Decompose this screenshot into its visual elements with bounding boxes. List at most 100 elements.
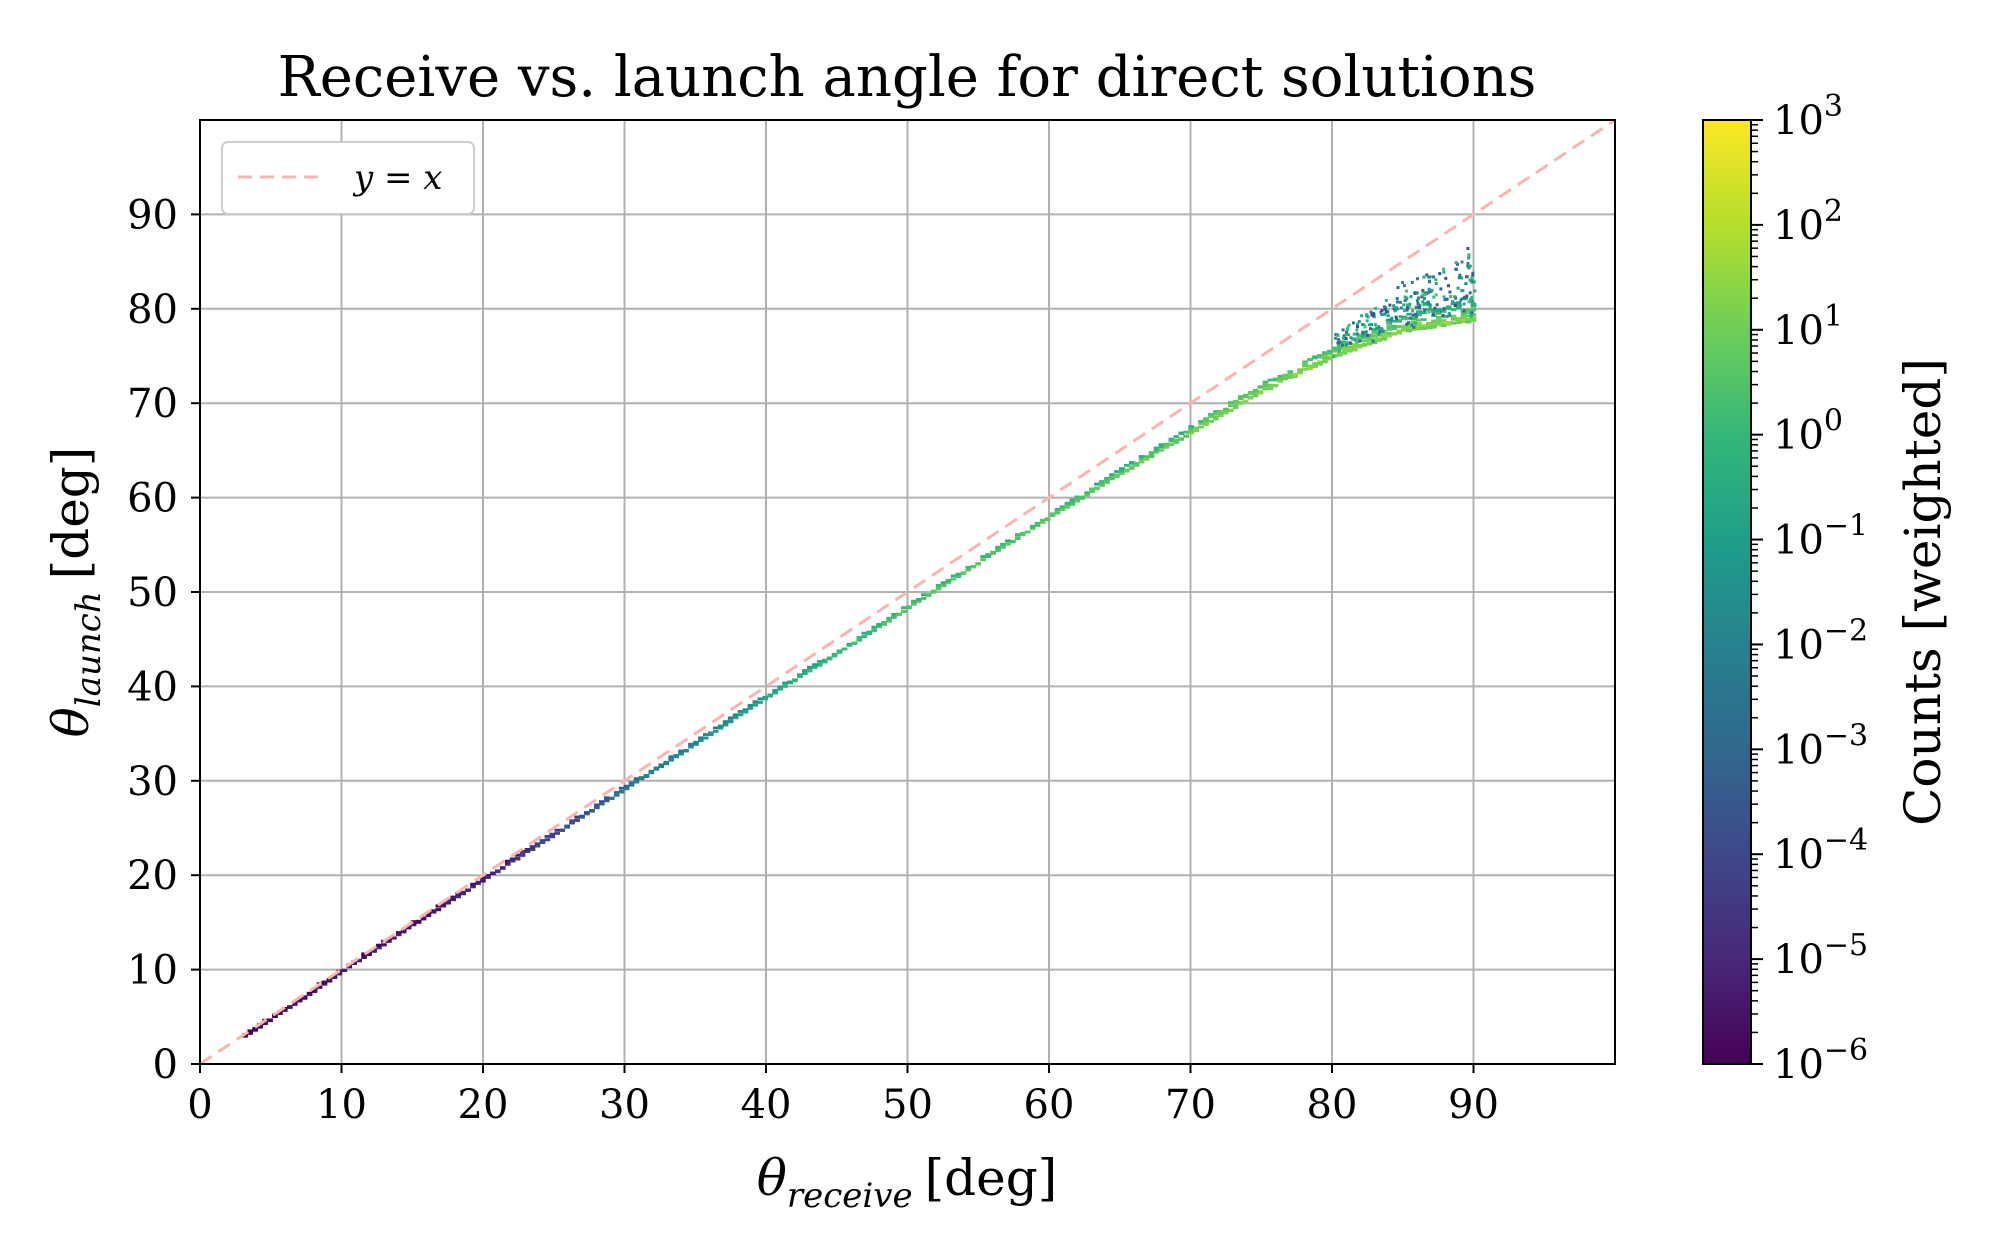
heatmap-cell [1362, 331, 1366, 335]
heatmap-cell [1377, 325, 1381, 329]
heatmap-cell [678, 749, 684, 753]
x-tick-label: 80 [1307, 1082, 1358, 1128]
heatmap-cell [1322, 360, 1328, 364]
heatmap-cell [732, 713, 739, 717]
heatmap-cell [1252, 393, 1259, 397]
y-tick-label: 50 [127, 570, 178, 616]
heatmap-cell [1431, 308, 1437, 312]
heatmap-cell [603, 798, 610, 802]
heatmap-cell [975, 562, 981, 566]
heatmap-cell [1431, 319, 1437, 323]
heatmap-cell [673, 755, 679, 759]
heatmap-cell [301, 995, 308, 999]
heatmap-cell [811, 663, 818, 667]
heatmap-cell [1064, 505, 1071, 509]
heatmap-cell [1252, 391, 1259, 395]
heatmap-cell [1322, 353, 1328, 356]
heatmap-cell [896, 613, 902, 616]
heatmap-cell [291, 1002, 298, 1006]
heatmap-cell [955, 572, 962, 576]
heatmap-cell [891, 615, 897, 618]
heatmap-cell [544, 835, 551, 838]
heatmap-cell [1069, 498, 1076, 502]
heatmap-cell [901, 610, 907, 613]
heatmap-cell [1059, 508, 1066, 511]
heatmap-cell [1138, 455, 1145, 458]
heatmap-cell [1307, 367, 1313, 371]
heatmap-cell [1470, 295, 1474, 299]
heatmap-cell [668, 758, 674, 762]
heatmap-cell [980, 555, 986, 558]
heatmap-cell [955, 575, 962, 578]
heatmap-cell [1449, 294, 1453, 298]
colorbar-tick-exponent: 2 [1824, 194, 1843, 229]
heatmap-cell [326, 979, 333, 983]
heatmap-cell [752, 703, 759, 706]
heatmap-cell [1411, 316, 1417, 320]
heatmap-cell [1371, 337, 1378, 341]
heatmap-cell [881, 622, 887, 626]
heatmap-cell [529, 848, 536, 851]
heatmap-cell [797, 673, 803, 677]
heatmap-cell [301, 996, 308, 1000]
heatmap-cell [1019, 532, 1026, 536]
heatmap-cell [940, 584, 947, 588]
heatmap-cell [1143, 455, 1150, 459]
heatmap-cell [717, 725, 724, 729]
heatmap-cell [1193, 427, 1199, 431]
heatmap-cell [1415, 299, 1419, 303]
heatmap-cell [1451, 301, 1455, 305]
heatmap-cells [242, 246, 1477, 1038]
heatmap-cell [1396, 331, 1402, 335]
heatmap-cell [772, 691, 778, 695]
heatmap-cell [1385, 318, 1389, 322]
heatmap-cell [1123, 469, 1130, 473]
colorbar-tick-base: 10 [1773, 832, 1824, 878]
heatmap-cell [1381, 332, 1388, 335]
heatmap-cell [1351, 337, 1358, 341]
heatmap-cell [1015, 537, 1021, 541]
heatmap-cell [1317, 362, 1323, 366]
heatmap-cell [1416, 325, 1422, 328]
heatmap-cell [1029, 527, 1036, 530]
heatmap-cell [618, 786, 625, 790]
heatmap-cell [722, 722, 729, 726]
heatmap-cell [1409, 295, 1413, 299]
heatmap-cell [1361, 336, 1368, 340]
heatmap-cell [1292, 373, 1298, 377]
heatmap-cell [1407, 321, 1411, 325]
heatmap-cell [1409, 316, 1413, 320]
heatmap-cell [539, 841, 546, 844]
heatmap-cell [1133, 463, 1140, 467]
heatmap-cell [1455, 306, 1462, 310]
heatmap-cell [1344, 337, 1348, 341]
heatmap-cell [1466, 262, 1470, 266]
heatmap-cell [1471, 273, 1475, 277]
heatmap-cell [1332, 347, 1338, 351]
heatmap-cell [1423, 308, 1427, 312]
heatmap-cell [732, 714, 739, 718]
colorbar-tick-exponent: 1 [1824, 299, 1843, 334]
heatmap-cell [1346, 326, 1350, 330]
heatmap-cell [480, 876, 486, 880]
heatmap-cell [1370, 313, 1374, 317]
heatmap-cell [425, 914, 432, 918]
heatmap-cell [1109, 476, 1115, 480]
heatmap-cell [440, 903, 447, 907]
heatmap-cell [391, 936, 397, 940]
heatmap-cell [594, 805, 600, 809]
heatmap-cell [1414, 291, 1418, 295]
heatmap-cell [1307, 364, 1313, 368]
heatmap-cell [1168, 438, 1175, 441]
y-tick-label: 60 [127, 476, 178, 522]
heatmap-cell [564, 825, 570, 829]
heatmap-cell [1119, 467, 1125, 471]
heatmap-cell [1416, 302, 1420, 306]
heatmap-cell [430, 909, 437, 913]
heatmap-cell [722, 723, 729, 727]
colorbar-tick-base: 10 [1773, 622, 1824, 668]
heatmap-cell [1341, 348, 1348, 351]
heatmap-cell [1442, 270, 1446, 274]
heatmap-cell [1237, 396, 1244, 400]
heatmap-cell [1227, 409, 1234, 413]
